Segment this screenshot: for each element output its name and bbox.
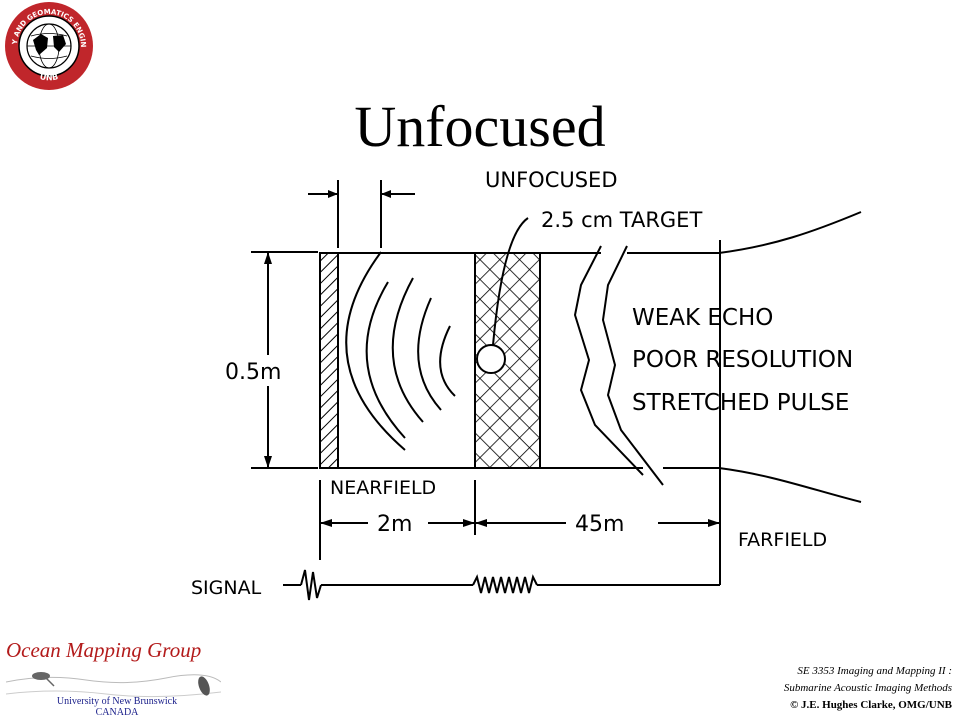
target-label: 2.5 cm TARGET (541, 208, 702, 232)
copyright: © J.E. Hughes Clarke, OMG/UNB (790, 699, 952, 711)
effect-stretched-pulse: STRETCHED PULSE (632, 390, 849, 416)
university-line2: CANADA (95, 707, 139, 718)
wavefronts (345, 251, 456, 451)
effect-poor-resolution: POOR RESOLUTION (632, 347, 853, 373)
transducer-face (319, 252, 339, 469)
distance-near-label: 2m (377, 512, 412, 537)
brand-name: Ocean Mapping Group (6, 638, 202, 662)
distance-far-label: 45m (575, 512, 624, 537)
university-name: University of New Brunswick CANADA (42, 696, 192, 718)
heading-label: UNFOCUSED (485, 168, 618, 192)
unfocused-beam-diagram: UNFOCUSED 2.5 cm TARGET 0.5m WEAK ECHO P… (183, 160, 898, 638)
slide-title: Unfocused (354, 94, 606, 159)
signal-label: SIGNAL (191, 577, 262, 599)
target-sphere (476, 344, 506, 374)
ocean-mapping-group-brand: Ocean Mapping Group University of New Br… (6, 636, 221, 718)
effect-weak-echo: WEAK ECHO (632, 305, 773, 331)
nearfield-label: NEARFIELD (330, 477, 436, 499)
farfield-label: FARFIELD (738, 529, 827, 551)
unb-geomatics-logo: GEODESY AND GEOMATICS ENGINEERING UNB (0, 0, 95, 92)
course-line1: SE 3353 Imaging and Mapping II : (797, 665, 952, 677)
height-label: 0.5m (225, 360, 281, 385)
logo-text-bottom: UNB (39, 72, 59, 82)
seafloor-sonar-icon (6, 664, 221, 716)
signal-trace (283, 569, 720, 601)
beam-spread-bottom (718, 467, 862, 503)
beam-spread-top (718, 211, 862, 254)
course-line2: Submarine Acoustic Imaging Methods (783, 682, 952, 694)
svg-text:UNB: UNB (39, 72, 59, 82)
university-line1: University of New Brunswick (56, 696, 178, 707)
course-info: SE 3353 Imaging and Mapping II : Submari… (784, 663, 952, 714)
scale-break (573, 245, 664, 486)
